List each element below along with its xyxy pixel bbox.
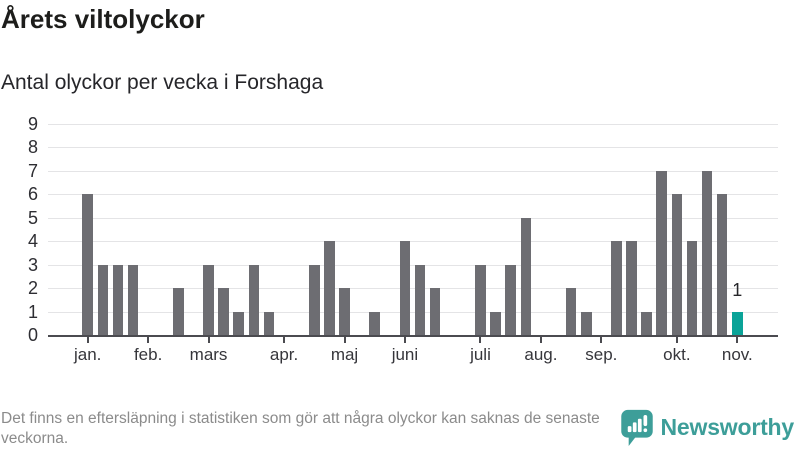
x-axis-label-nov: nov. (721, 345, 753, 364)
bar-week-22 (399, 241, 411, 335)
bar-week-7 (173, 288, 184, 335)
bar-week-2 (97, 264, 109, 335)
x-axis-label-feb: feb. (133, 345, 163, 364)
bar-week-23 (414, 264, 426, 335)
last-value-label: 1 (732, 279, 743, 300)
y-axis-label-2: 2 (27, 278, 38, 299)
newsworthy-logo[interactable]: Newsworthy (620, 408, 794, 446)
x-axis-label-juni: juni (391, 345, 419, 364)
x-tick-juni (403, 336, 406, 343)
newsworthy-icon (620, 409, 653, 446)
bar-week-17 (324, 241, 335, 335)
bar-week-34 (580, 311, 592, 335)
x-tick-jan (86, 336, 89, 343)
x-tick-apr (283, 336, 286, 343)
bar-week-24 (429, 288, 441, 335)
plot-area: 1 (48, 115, 778, 337)
gridline-1 (48, 311, 778, 313)
gridline-8 (48, 147, 778, 149)
x-axis-label-jan: jan. (73, 345, 102, 364)
bar-week-27 (475, 264, 486, 335)
x-tick-nov (736, 336, 739, 343)
x-axis-label-sep: sep. (585, 345, 618, 364)
x-tick-maj (343, 336, 346, 343)
bar-week-41 (686, 241, 698, 335)
bar-week-36 (611, 241, 622, 335)
x-axis-label-juli: juli (470, 345, 491, 364)
bar-week-3 (112, 264, 124, 335)
y-axis-label-8: 8 (27, 137, 38, 158)
bar-week-33 (565, 288, 577, 335)
bar-week-9 (203, 264, 214, 335)
bar-chart: 1 0 1 2 3 4 5 6 7 8 9 jan. feb. mars apr. maj juni juli a… (0, 114, 800, 375)
gridline-4 (48, 241, 778, 243)
bar-week-16 (309, 264, 320, 335)
bar-week-38 (641, 311, 652, 335)
bar-week-4 (127, 264, 139, 335)
bar-week-10 (218, 288, 229, 335)
gridline-3 (48, 264, 778, 266)
y-axis-label-3: 3 (27, 254, 38, 275)
bar-week-44 (732, 311, 743, 335)
gridline-5 (48, 217, 778, 219)
x-tick-feb (147, 336, 150, 343)
footnote: Det finns en eftersläpning i statistiken… (1, 410, 600, 447)
gridline-9 (48, 124, 778, 126)
gridline-7 (48, 170, 778, 172)
x-tick-mars (207, 336, 210, 343)
x-tick-aug (539, 336, 542, 343)
bar-week-18 (339, 288, 350, 335)
bar-week-28 (490, 311, 501, 335)
gridline-6 (48, 194, 778, 196)
y-axis-label-4: 4 (27, 231, 38, 252)
x-tick-juli (479, 336, 482, 343)
x-axis-label-aug: aug. (524, 345, 558, 364)
bar-week-29 (505, 264, 516, 335)
bar-week-39 (656, 170, 668, 335)
x-axis-label-okt: okt. (663, 345, 691, 364)
bar-week-37 (626, 241, 637, 335)
x-axis-label-mars: mars (189, 345, 228, 364)
bar-week-11 (233, 311, 245, 335)
gridline-2 (48, 288, 778, 290)
bar-week-42 (701, 170, 713, 335)
bar-week-13 (263, 311, 275, 335)
bar-week-40 (671, 194, 683, 335)
y-axis-label-0: 0 (27, 325, 38, 345)
chart-title: Årets viltolyckor (1, 4, 205, 34)
x-axis-label-maj: maj (330, 345, 359, 364)
x-tick-okt (675, 336, 678, 343)
y-axis-label-6: 6 (27, 184, 38, 205)
bar-week-30 (520, 217, 532, 335)
brand-name: Newsworthy (660, 413, 795, 440)
y-axis-label-5: 5 (27, 207, 38, 228)
bar-week-12 (248, 264, 260, 335)
bar-week-1 (82, 194, 93, 335)
bar-week-43 (716, 194, 728, 335)
x-tick-sep (600, 336, 603, 343)
x-axis-line (48, 335, 778, 337)
y-axis-label-9: 9 (27, 114, 38, 135)
y-axis-label-1: 1 (27, 301, 38, 322)
y-axis-label-7: 7 (27, 160, 38, 181)
chart-subtitle: Antal olyckor per vecka i Forshaga (1, 71, 324, 94)
x-axis-label-apr: apr. (269, 345, 299, 364)
bar-week-20 (369, 311, 381, 335)
